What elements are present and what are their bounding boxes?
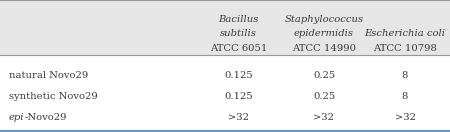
Text: >32: >32 [395,113,415,122]
FancyBboxPatch shape [0,0,450,55]
Text: 0.125: 0.125 [224,92,253,101]
Text: synthetic Novo29: synthetic Novo29 [9,92,98,101]
Text: 0.125: 0.125 [224,71,253,80]
Text: Bacillus: Bacillus [218,15,259,23]
Text: epi: epi [9,113,24,122]
Text: subtilis: subtilis [220,29,257,38]
Text: ATCC 14990: ATCC 14990 [292,44,356,53]
Text: ATCC 10798: ATCC 10798 [373,44,437,53]
Text: 0.25: 0.25 [313,71,335,80]
Text: natural Novo29: natural Novo29 [9,71,88,80]
Text: >32: >32 [314,113,334,122]
Text: >32: >32 [228,113,249,122]
Text: Escherichia coli: Escherichia coli [364,29,446,38]
Text: ATCC 6051: ATCC 6051 [210,44,267,53]
Text: 8: 8 [402,71,408,80]
Text: Staphylococcus: Staphylococcus [284,15,364,23]
Text: 0.25: 0.25 [313,92,335,101]
Text: epidermidis: epidermidis [294,29,354,38]
Text: 8: 8 [402,92,408,101]
Text: -Novo29: -Novo29 [25,113,67,122]
